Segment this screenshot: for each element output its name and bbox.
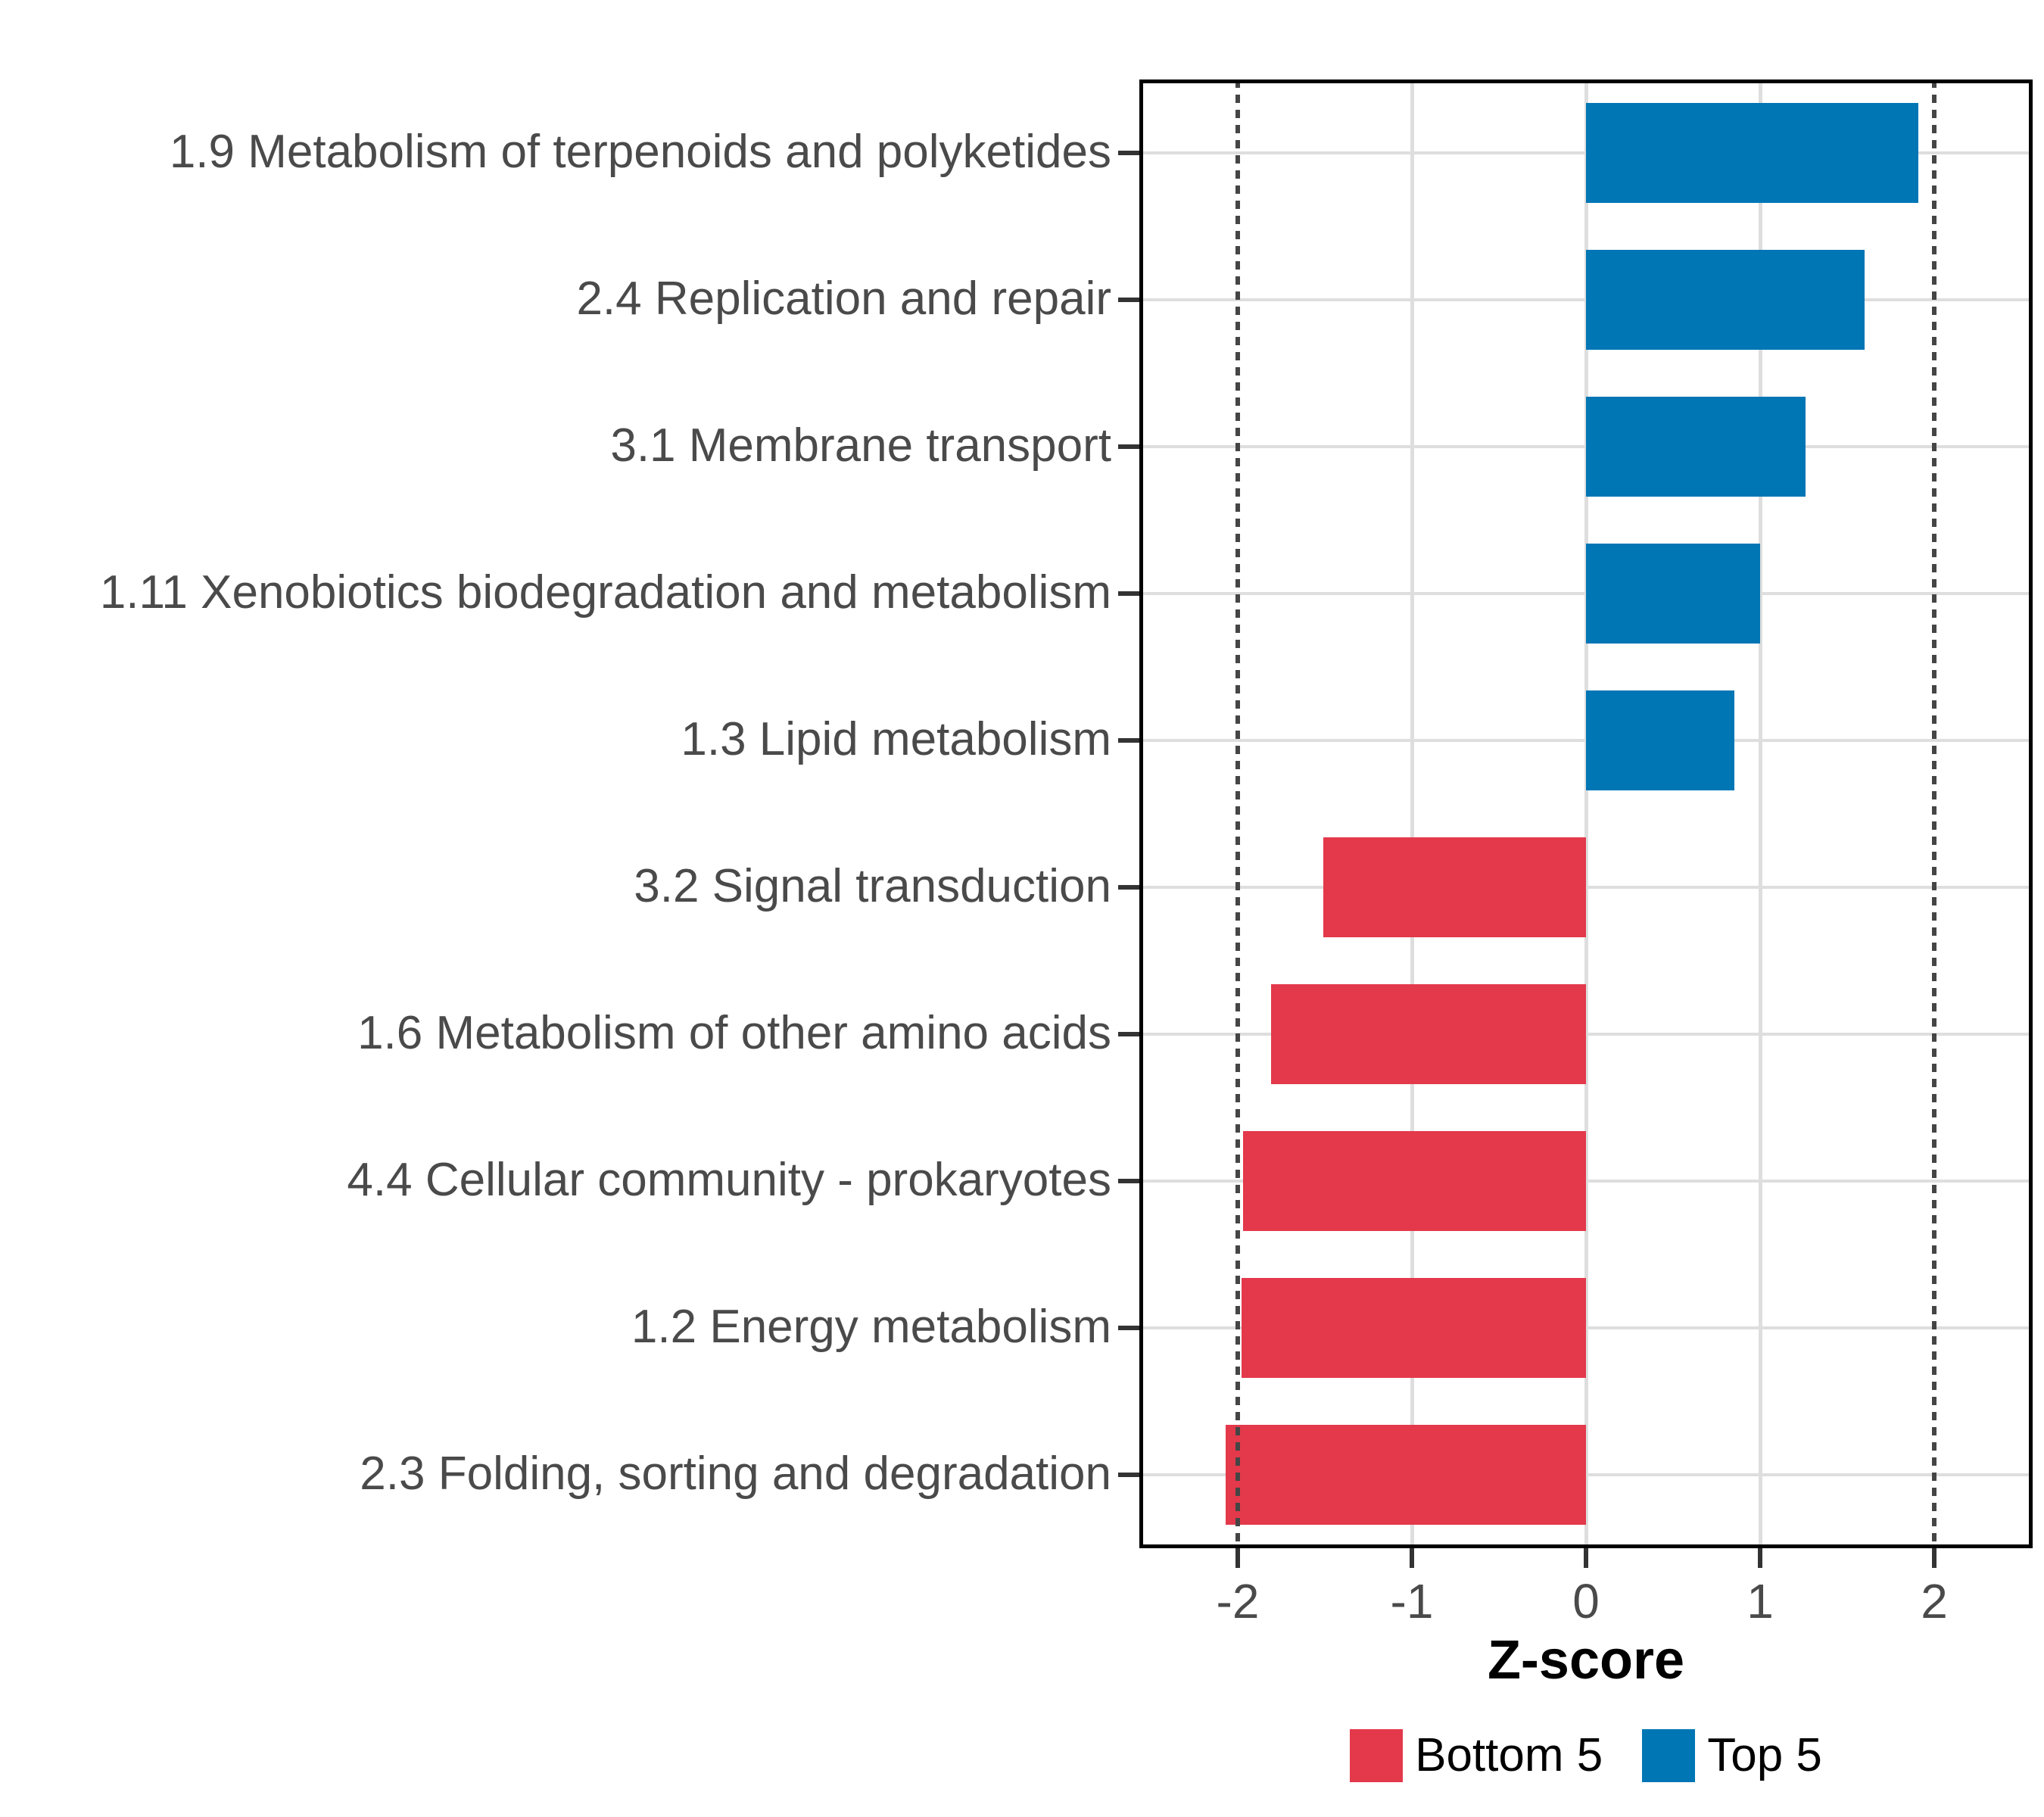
x-tick-mark <box>1235 1548 1240 1568</box>
x-tick-label: -1 <box>1390 1574 1434 1628</box>
y-gridline <box>1139 1326 2033 1329</box>
x-tick-mark <box>1584 1548 1588 1568</box>
y-tick-mark <box>1118 151 1139 155</box>
reference-line--2 <box>1235 79 1240 1548</box>
legend: Bottom 5 Top 5 <box>1139 1728 2033 1782</box>
y-tick-mark <box>1118 885 1139 890</box>
category-label: 1.2 Energy metabolism <box>631 1301 1111 1354</box>
y-tick-mark <box>1118 298 1139 302</box>
category-label: 2.4 Replication and repair <box>576 273 1111 326</box>
y-tick-mark <box>1118 1326 1139 1330</box>
y-gridline <box>1139 886 2033 889</box>
category-label: 3.2 Signal transduction <box>634 860 1111 913</box>
category-label: 1.6 Metabolism of other amino acids <box>357 1007 1111 1060</box>
x-tick-mark <box>1758 1548 1762 1568</box>
x-gridline-0 <box>1584 79 1588 1548</box>
x-axis-title: Z-score <box>1487 1630 1685 1691</box>
reference-line-2 <box>1932 79 1937 1548</box>
legend-swatch <box>1642 1728 1696 1782</box>
bar-bottom5 <box>1270 984 1586 1084</box>
category-label: 4.4 Cellular community - prokaryotes <box>347 1154 1111 1207</box>
category-label: 3.1 Membrane transport <box>610 419 1111 472</box>
y-gridline <box>1139 1180 2033 1183</box>
legend-item-top-5: Top 5 <box>1642 1728 1822 1782</box>
bar-bottom5 <box>1242 1131 1586 1231</box>
plot-panel <box>1139 79 2033 1548</box>
x-tick-label: 0 <box>1572 1574 1600 1628</box>
category-label: 1.11 Xenobiotics biodegradation and meta… <box>99 566 1111 619</box>
legend-item-bottom-5: Bottom 5 <box>1350 1728 1603 1782</box>
bar-top5 <box>1586 397 1806 497</box>
y-tick-mark <box>1118 1473 1139 1477</box>
x-tick-label: 1 <box>1746 1574 1774 1628</box>
y-tick-mark <box>1118 1179 1139 1183</box>
y-tick-mark <box>1118 738 1139 743</box>
category-label: 1.9 Metabolism of terpenoids and polyket… <box>169 126 1111 179</box>
y-tick-mark <box>1118 591 1139 596</box>
x-tick-label: 2 <box>1921 1574 1948 1628</box>
legend-label: Bottom 5 <box>1415 1729 1603 1781</box>
bar-bottom5 <box>1241 1278 1586 1378</box>
x-tick-mark <box>1410 1548 1414 1568</box>
x-tick-label: -2 <box>1216 1574 1260 1628</box>
y-gridline <box>1139 1033 2033 1036</box>
y-tick-mark <box>1118 1032 1139 1036</box>
y-gridline <box>1139 1473 2033 1476</box>
y-tick-mark <box>1118 444 1139 449</box>
x-gridline--1 <box>1410 79 1414 1548</box>
x-gridline-1 <box>1758 79 1762 1548</box>
x-tick-mark <box>1932 1548 1937 1568</box>
legend-label: Top 5 <box>1707 1729 1822 1781</box>
bar-top5 <box>1586 103 1919 203</box>
bar-bottom5 <box>1323 837 1586 937</box>
bar-top5 <box>1586 690 1734 790</box>
bar-top5 <box>1586 250 1865 350</box>
category-label: 2.3 Folding, sorting and degradation <box>360 1448 1111 1501</box>
bar-bottom5 <box>1225 1425 1586 1525</box>
legend-swatch <box>1350 1728 1404 1782</box>
bar-top5 <box>1586 544 1760 644</box>
category-label: 1.3 Lipid metabolism <box>681 713 1111 766</box>
